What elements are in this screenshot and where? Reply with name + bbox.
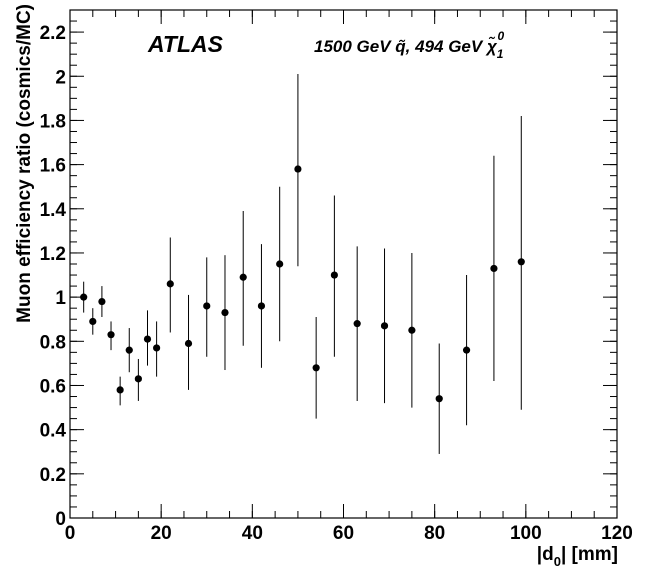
plot-frame [69,9,618,519]
chart-subtitle-main: 1500 GeV q̃, 494 GeV χ̃ [314,36,498,56]
y-tick-label: 1.6 [40,156,66,177]
x-tick-label: 80 [424,523,445,544]
x-tick-label: 60 [333,523,354,544]
axes [69,9,618,519]
chart-subtitle-sub: 1 [497,47,504,61]
x-tick-label: 0 [65,523,76,544]
data-point [89,317,97,326]
x-tick-label: 100 [510,523,542,544]
y-tick-label: 0.2 [40,465,66,486]
data-point [80,293,88,301]
data-point [184,339,193,348]
data-point [143,335,152,343]
data-point [490,264,498,273]
y-tick-label: 1.4 [40,200,67,221]
y-tick-label: 1.2 [40,244,66,265]
y-tick-label: 2 [55,67,66,88]
x-axis-label-sub: 0 [554,554,561,569]
data-points [80,74,525,454]
y-tick-label: 1 [55,288,66,309]
y-axis-label: Muon efficiency ratio (cosmics/MC) [14,4,35,323]
data-point [435,395,443,403]
data-point [98,297,106,306]
x-tick-label: 120 [601,523,633,544]
data-point [330,271,338,279]
data-point [312,364,320,372]
data-point [203,302,211,310]
data-point [353,320,361,328]
data-point [116,386,124,394]
x-axis-label-main: |d [537,544,554,565]
data-point [221,308,229,317]
data-point [462,346,471,354]
data-point [276,260,284,268]
x-tick-label: 40 [242,523,263,544]
data-point [125,346,133,354]
data-point [107,331,115,339]
data-point [134,375,142,383]
ticks: 0 0.2 0.4 0.6 0.8 1 1.2 1.4 1.6 1.8 2 2.2 0 20 40 60 80 1… [40,9,633,544]
y-tick-label: 0 [55,509,66,530]
y-tick-label: 2.2 [40,23,66,44]
y-tick-label: 0.4 [40,421,67,442]
chart-subtitle-sup: 0 [497,29,504,43]
x-tick-label: 20 [151,523,172,544]
x-axis-label: |d0| [mm] [537,544,618,569]
data-point [257,302,266,310]
y-tick-label: 0.8 [40,332,66,353]
data-point [166,280,174,288]
chart-subtitle: 1500 GeV q̃, 494 GeV χ̃1 0 [314,29,504,61]
x-axis-label-suffix: | [mm] [561,544,618,565]
data-point [517,258,525,266]
data-point [239,273,247,281]
data-point [408,326,416,334]
data-point [380,322,389,330]
data-point [153,344,161,352]
y-tick-label: 1.8 [40,111,66,132]
data-point [294,165,302,173]
y-tick-label: 0.6 [40,376,66,397]
chart-title: ATLAS [147,31,224,57]
